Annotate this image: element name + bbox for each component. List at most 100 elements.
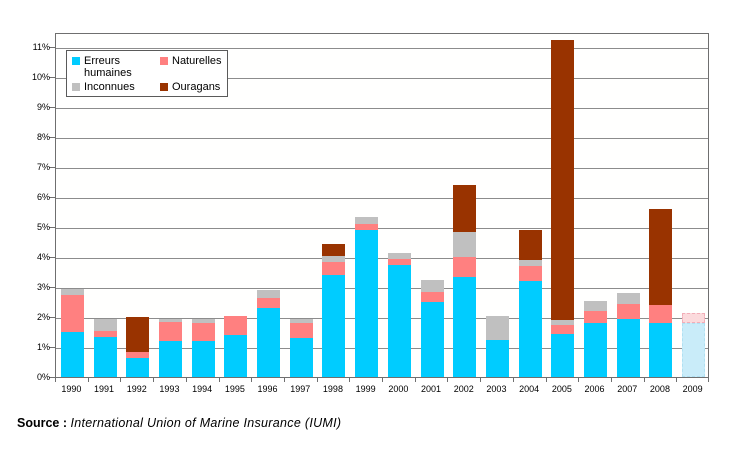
bar-2003 (485, 315, 509, 377)
x-axis-tick (382, 378, 383, 382)
y-axis-label-0%: 0% (36, 372, 50, 382)
bar-1991 (93, 318, 117, 377)
segment-erreurs-humaines-1991 (93, 336, 117, 377)
x-axis-tick (708, 378, 709, 382)
segment-erreurs-humaines-1996 (257, 308, 281, 377)
segment-naturelles-1992 (126, 351, 150, 358)
chart-legend: Erreurs humaines Naturelles Inconnues Ou… (66, 50, 228, 97)
y-axis-label-10%: 10% (31, 72, 50, 82)
y-axis-tick-8% (49, 137, 55, 138)
legend-label: Erreurs humaines (84, 55, 132, 79)
segment-inconnues-2001 (420, 279, 444, 292)
y-axis-tick-3% (49, 287, 55, 288)
segment-inconnues-1993 (158, 318, 182, 322)
gridline-4% (56, 258, 708, 259)
x-axis-label-2004: 2004 (519, 384, 540, 394)
x-axis-label-1990: 1990 (61, 384, 82, 394)
bar-2001 (420, 279, 444, 377)
segment-inconnues-2002 (453, 231, 477, 257)
segment-erreurs-humaines-2004 (518, 281, 542, 377)
plot-area (55, 33, 709, 378)
x-axis-tick (676, 378, 677, 382)
y-axis-tick-9% (49, 107, 55, 108)
bar-2007 (616, 293, 640, 377)
gridline-6% (56, 198, 708, 199)
segment-inconnues-1998 (322, 255, 346, 262)
segment-inconnues-1991 (93, 318, 117, 331)
segment-naturelles-2004 (518, 266, 542, 281)
segment-erreurs-humaines-1994 (191, 341, 215, 377)
y-axis-label-9%: 9% (36, 102, 50, 112)
inconnues-swatch-icon (72, 83, 80, 91)
segment-naturelles-2008 (649, 305, 673, 323)
y-axis-label-3%: 3% (36, 282, 50, 292)
segment-naturelles-2000 (387, 258, 411, 265)
y-axis-label-7%: 7% (36, 162, 50, 172)
legend-item-naturelles: Naturelles (160, 55, 222, 79)
x-axis-label-2008: 2008 (649, 384, 670, 394)
y-axis-label-8%: 8% (36, 132, 50, 142)
segment-naturelles-2006 (584, 311, 608, 323)
segment-naturelles-1993 (158, 321, 182, 341)
x-axis-label-1999: 1999 (355, 384, 376, 394)
bar-1995 (224, 315, 248, 377)
bar-2009 (682, 312, 706, 377)
x-axis-tick (251, 378, 252, 382)
bar-2005 (551, 39, 575, 377)
bar-1998 (322, 243, 346, 377)
segment-naturelles-2009 (682, 312, 706, 323)
bar-1993 (158, 318, 182, 377)
segment-erreurs-humaines-1993 (158, 341, 182, 377)
segment-erreurs-humaines-1998 (322, 275, 346, 377)
x-axis-label-2009: 2009 (682, 384, 703, 394)
y-axis-label-4%: 4% (36, 252, 50, 262)
bar-1999 (355, 216, 379, 377)
legend-label: Ouragans (172, 81, 221, 93)
gridline-11% (56, 48, 708, 49)
source-label: Source : (17, 416, 68, 430)
segment-ouragans-2004 (518, 230, 542, 260)
gridline-5% (56, 228, 708, 229)
bar-2000 (387, 252, 411, 377)
y-axis-tick-0% (49, 377, 55, 378)
bar-1990 (60, 288, 84, 377)
x-axis-label-1996: 1996 (257, 384, 278, 394)
segment-ouragans-2002 (453, 185, 477, 232)
y-axis-label-11%: 11% (32, 42, 50, 52)
naturelles-swatch-icon (160, 57, 168, 65)
segment-inconnues-1997 (289, 318, 313, 323)
segment-ouragans-2008 (649, 209, 673, 305)
segment-erreurs-humaines-1997 (289, 338, 313, 377)
x-axis-tick (284, 378, 285, 382)
x-axis-label-2001: 2001 (421, 384, 442, 394)
x-axis-tick (219, 378, 220, 382)
segment-erreurs-humaines-2008 (649, 323, 673, 377)
legend-item-erreurs-humaines: Erreurs humaines (72, 55, 158, 79)
y-axis-tick-2% (49, 317, 55, 318)
x-axis-tick (186, 378, 187, 382)
segment-erreurs-humaines-2007 (616, 318, 640, 377)
y-axis-tick-7% (49, 167, 55, 168)
segment-inconnues-2003 (485, 315, 509, 340)
source-caption: Source : International Union of Marine I… (17, 416, 341, 430)
segment-inconnues-2006 (584, 300, 608, 311)
x-axis-label-1994: 1994 (192, 384, 213, 394)
y-axis-tick-11% (49, 47, 55, 48)
x-axis-label-1992: 1992 (126, 384, 147, 394)
x-axis-tick (55, 378, 56, 382)
segment-naturelles-1997 (289, 323, 313, 338)
x-axis-tick (447, 378, 448, 382)
gridline-1% (56, 348, 708, 349)
bar-2008 (649, 209, 673, 377)
gridline-7% (56, 168, 708, 169)
bar-2006 (584, 300, 608, 377)
segment-erreurs-humaines-2000 (387, 264, 411, 377)
segment-naturelles-1990 (60, 294, 84, 332)
y-axis-label-1%: 1% (36, 342, 50, 352)
gridline-3% (56, 288, 708, 289)
x-axis-label-2007: 2007 (617, 384, 638, 394)
segment-erreurs-humaines-1992 (126, 357, 150, 377)
x-axis-label-1997: 1997 (290, 384, 311, 394)
legend-label: Naturelles (172, 55, 222, 67)
